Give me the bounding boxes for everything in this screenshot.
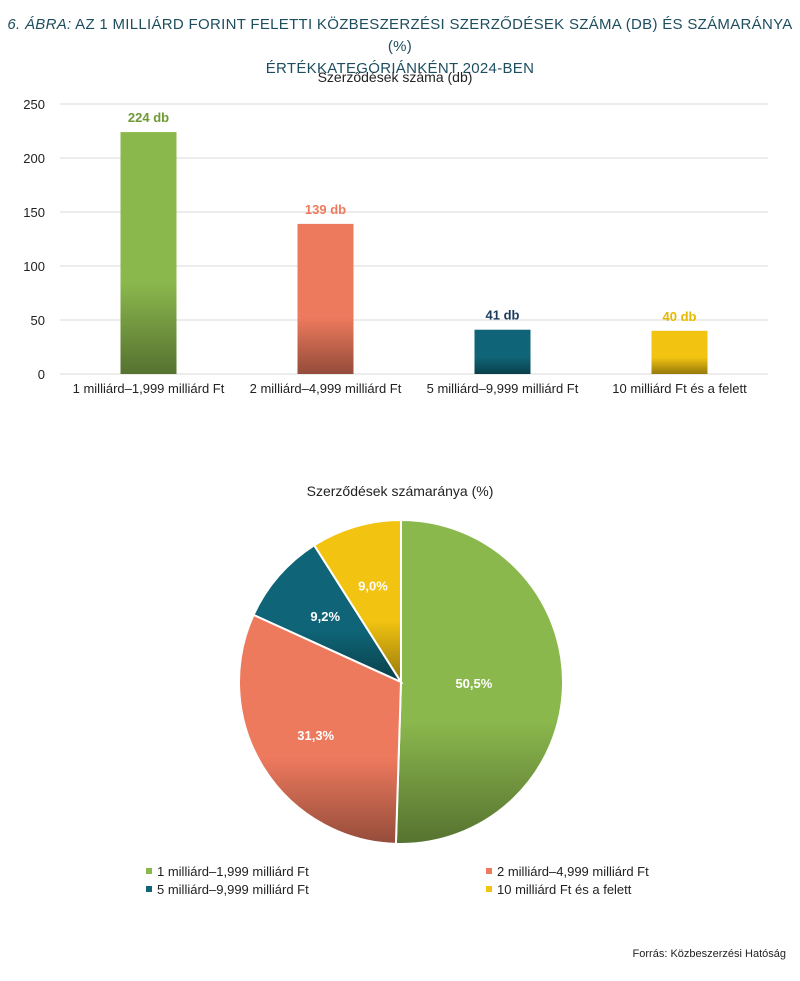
bar-category-label: 2 milliárd–4,999 milliárd Ft <box>250 381 402 396</box>
bar-series <box>120 132 708 374</box>
legend-label: 1 milliárd–1,999 milliárd Ft <box>157 864 309 879</box>
pie-data-label: 31,3% <box>297 728 334 743</box>
bar <box>120 132 177 374</box>
figure-title-line2: ÉRTÉKKATEGÓRIÁNKÉNT 2024-BEN <box>265 60 535 77</box>
bar-grid <box>60 103 768 375</box>
bar-data-labels: 224 db 139 db 41 db 40 db <box>128 110 697 324</box>
bar-category-label: 5 milliárd–9,999 milliárd Ft <box>427 381 579 396</box>
legend-swatch <box>486 886 492 892</box>
bar-chart: Szerződések száma (db) 0 50 100 150 200 250 2… <box>23 69 768 396</box>
bar-data-label: 224 db <box>128 110 169 125</box>
figure-title-line1: AZ 1 MILLIÁRD FORINT FELETTI KÖZBESZERZÉ… <box>75 16 793 55</box>
pie-legend: 1 milliárd–1,999 milliárd Ft 2 milliárd–4… <box>146 864 649 897</box>
pie-data-labels: 50,5% 31,3% 9,2% 9,0% <box>297 579 493 743</box>
pie-slice <box>312 518 402 686</box>
legend-label: 10 milliárd Ft és a felett <box>497 882 632 897</box>
bar-chart-title: Szerződések száma (db) <box>318 69 473 85</box>
bar-y-tick-label: 250 <box>23 97 45 112</box>
source-note: Forrás: Közbeszerzési Hatóság <box>632 948 786 960</box>
bar <box>474 329 531 374</box>
bar-y-tick-label: 0 <box>38 367 45 382</box>
pie-chart: Szerződések számaránya (%) 50,5% 31,3% 9,2… <box>146 483 649 897</box>
bar-y-tick-label: 200 <box>23 151 45 166</box>
legend-label: 2 milliárd–4,999 milliárd Ft <box>497 864 649 879</box>
bar-category-label: 1 milliárd–1,999 milliárd Ft <box>73 381 225 396</box>
pie-data-label: 50,5% <box>455 676 492 691</box>
pie-chart-title: Szerződések számaránya (%) <box>307 483 494 499</box>
pie-slice <box>252 543 404 685</box>
bar-category-label: 10 milliárd Ft és a felett <box>612 381 747 396</box>
figure-title: 6. ÁBRA: AZ 1 MILLIÁRD FORINT FELETTI KÖ… <box>0 14 800 80</box>
pie-slices <box>238 518 564 845</box>
figure-title-lead: 6. ÁBRA: <box>7 16 72 33</box>
pie-data-label: 9,2% <box>310 609 340 624</box>
pie-slice <box>238 613 403 845</box>
pie-slice <box>394 518 564 845</box>
bar-y-axis: 0 50 100 150 200 250 <box>23 97 45 382</box>
legend-label: 5 milliárd–9,999 milliárd Ft <box>157 882 309 897</box>
bar <box>297 223 354 374</box>
bar-y-tick-label: 100 <box>23 259 45 274</box>
bar-x-axis: 1 milliárd–1,999 milliárd Ft 2 milliárd–4… <box>73 381 747 396</box>
bar-y-tick-label: 150 <box>23 205 45 220</box>
pie-data-label: 9,0% <box>358 579 388 594</box>
legend-swatch <box>146 868 152 874</box>
bar-data-label: 41 db <box>486 308 520 323</box>
bar-data-label: 139 db <box>305 202 346 217</box>
legend-swatch <box>486 868 492 874</box>
legend-swatch <box>146 886 152 892</box>
bar-y-tick-label: 50 <box>31 313 45 328</box>
bar-data-label: 40 db <box>663 309 697 324</box>
bar <box>651 330 708 374</box>
